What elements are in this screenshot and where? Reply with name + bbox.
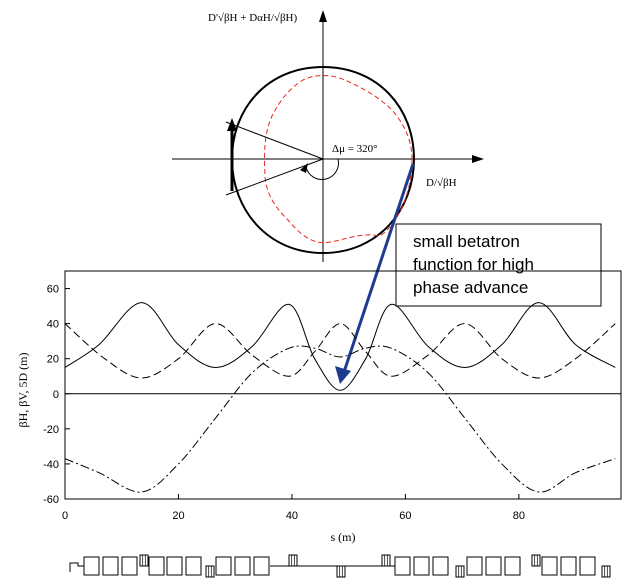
dipole-magnet [413,556,430,576]
pointer-arrow-head [335,366,351,384]
dipole-magnet [185,556,202,576]
plot-frame [64,270,622,500]
dipole-magnet [541,556,558,576]
radial-line-lower [225,158,324,196]
magnet-lattice-schematic [69,554,611,578]
quadrupole-magnet [205,565,215,578]
quadrupole-magnet [139,554,149,567]
series-line-solid [64,302,616,391]
callout-line-3: phase advance [413,278,528,297]
y-tick-label: 60 [47,284,59,296]
dipole-magnet [394,556,411,576]
x-tick-label: 80 [513,510,525,522]
beamline [69,562,84,572]
phase-space-diagram: Δμ = 320° D'√βH + DαH/√βH) D/√βH [172,10,484,262]
y-tick-label: 40 [47,319,59,331]
y-tick-label: -40 [43,459,59,471]
dipole-magnet [504,556,521,576]
dipole-magnet [166,556,183,576]
dipole-magnet [83,556,100,576]
lattice-function-plot: 60 40 20 0 -20 -40 -60 0 20 40 60 80 βH, βV, 5D (m… [16,270,622,544]
quadrupole-magnet [288,554,298,567]
dipole-magnet [579,556,596,576]
dipole-magnet [560,556,577,576]
dipole-magnet [466,556,483,576]
x-tick-label: 20 [172,510,184,522]
x-tick-label: 0 [62,510,68,522]
x-tick-label: 60 [399,510,411,522]
series-line-dashed [64,323,616,379]
horizontal-axis-arrow [472,155,484,163]
y-tick-label: -60 [43,494,59,506]
y-tick-label: -20 [43,424,59,436]
callout: small betatron function for high phase a… [395,223,602,307]
dipole-magnet [215,556,232,576]
series-line-dash-dot [64,345,616,493]
radial-line-upper [225,121,324,160]
y-tick-label: 0 [53,389,59,401]
vertical-axis-label: D'√βH + DαH/√βH) [208,12,297,24]
trajectory-circle [230,65,416,255]
dipole-magnet [121,556,138,576]
phase-advance-arc-arrow [300,163,308,173]
vertical-axis-arrow [319,10,327,22]
dipole-magnet [148,556,165,576]
y-axis-label: βH, βV, 5D (m) [16,353,30,428]
horizontal-axis-label: D/√βH [426,177,457,189]
callout-line-1: small betatron [413,232,520,251]
x-axis-label: s (m) [331,530,356,544]
y-tick-label: 20 [47,354,59,366]
callout-line-2: function for high [413,255,534,274]
quadrupole-magnet [531,554,541,567]
dipole-magnet [485,556,502,576]
dipole-magnet [432,556,449,576]
x-tick-label: 40 [286,510,298,522]
phase-advance-label: Δμ = 320° [332,143,378,155]
callout-box [395,223,602,307]
dipole-magnet [253,556,270,576]
quadrupole-magnet [381,554,391,567]
quadrupole-magnet [601,565,611,578]
quadrupole-magnet [455,565,465,578]
quadrupole-magnet [336,565,346,578]
dipole-magnet [234,556,251,576]
phase-advance-arc [305,158,339,180]
dipole-magnet [102,556,119,576]
